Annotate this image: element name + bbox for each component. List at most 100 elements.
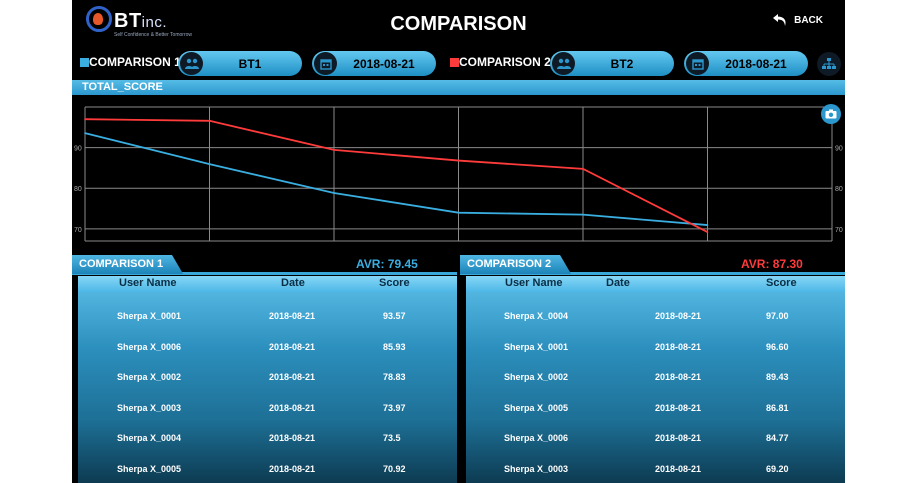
date-cell: 2018-08-21 (655, 372, 702, 382)
user-name-cell: Sherpa X_0002 (504, 372, 569, 382)
group-icon (180, 52, 203, 75)
page-title: COMPARISON (390, 13, 527, 35)
table-row[interactable]: Sherpa X_0002 2018-08-21 89.43 (466, 363, 845, 393)
table-row[interactable]: Sherpa X_0002 2018-08-21 78.83 (78, 363, 457, 393)
hierarchy-button[interactable] (817, 52, 841, 76)
comparison1-tab: COMPARISON 1 (72, 255, 184, 274)
y-tick-label: 70 (74, 227, 82, 234)
date-cell: 2018-08-21 (655, 463, 702, 474)
col-score: Score (379, 277, 410, 289)
user-name-cell: Sherpa X_0006 (117, 341, 182, 352)
table-row[interactable]: Sherpa X_0006 2018-08-21 84.77 (466, 424, 845, 454)
comparison2-date: 2018-08-21 (725, 57, 787, 71)
table-row[interactable]: Sherpa X_0001 2018-08-21 96.60 (466, 333, 845, 363)
group-icon (552, 52, 575, 75)
y-tick-label: 80 (74, 186, 82, 193)
date-cell: 2018-08-21 (655, 341, 702, 352)
comparison2-tab: COMPARISON 2 (460, 255, 572, 274)
user-name-cell: Sherpa X_0003 (117, 402, 182, 413)
data-point (208, 163, 211, 165)
table-row[interactable]: Sherpa X_0005 2018-08-21 70.92 (78, 455, 457, 483)
score-cell: 73.5 (383, 433, 401, 443)
comparison1-date: 2018-08-21 (353, 57, 415, 71)
back-arrow-icon (773, 14, 786, 26)
date-cell: 2018-08-21 (269, 372, 316, 382)
table-row[interactable]: Sherpa X_0006 2018-08-21 85.93 (78, 333, 457, 363)
panel-divider (460, 272, 845, 275)
table-header: User Name Date Score (78, 276, 457, 292)
score-cell: 97.00 (766, 311, 789, 321)
score-cell: 96.60 (766, 341, 789, 352)
user-name-cell: Sherpa X_0004 (504, 311, 569, 321)
data-point (84, 132, 86, 134)
col-user-name: User Name (119, 277, 177, 289)
panel-divider (72, 272, 457, 275)
series-line-2 (84, 118, 708, 233)
table-header: User Name Date Score (466, 276, 845, 292)
date-cell: 2018-08-21 (655, 311, 702, 321)
comparison2-group-select[interactable]: BT2 (550, 51, 674, 76)
data-point (333, 149, 335, 151)
date-cell: 2018-08-21 (269, 311, 316, 321)
comparison-screen: BTinc. Self Confidence & Better Tomorrow… (72, 0, 845, 483)
table-row[interactable]: Sherpa X_0003 2018-08-21 73.97 (78, 394, 457, 424)
comparison2-table: User Name Date Score Sherpa X_0004 2018-0… (466, 276, 845, 483)
comparison2-color-swatch (450, 58, 459, 67)
comparison1-color-swatch (80, 58, 89, 67)
data-point (706, 224, 709, 226)
comparison2-label: COMPARISON 2: (459, 55, 555, 69)
logo-tagline: Self Confidence & Better Tomorrow (114, 32, 193, 38)
table-row[interactable]: Sherpa X_0005 2018-08-21 86.81 (466, 394, 845, 424)
score-cell: 85.93 (383, 341, 406, 352)
score-cell: 73.97 (383, 402, 406, 413)
total-score-chart: 70 70 80 80 90 90 (74, 106, 843, 242)
data-point (582, 168, 584, 170)
col-date: Date (606, 277, 630, 289)
comparison1-group: BT1 (238, 57, 262, 71)
logo-text: BTinc. (114, 10, 168, 32)
score-cell: 78.83 (383, 372, 406, 382)
back-button[interactable]: BACK (772, 12, 823, 28)
comparison2-average: AVR: 87.30 (741, 257, 803, 271)
data-point (84, 118, 86, 120)
chart-title: TOTAL_SCORE (82, 81, 163, 93)
data-point (582, 213, 584, 216)
comparison2-date-select[interactable]: 2018-08-21 (684, 51, 808, 76)
user-name-cell: Sherpa X_0001 (117, 311, 182, 321)
user-name-cell: Sherpa X_0003 (504, 463, 569, 474)
col-date: Date (281, 277, 305, 289)
bt-logo: BTinc. Self Confidence & Better Tomorrow (86, 6, 192, 42)
score-cell: 89.43 (766, 372, 789, 382)
comparison2-group: BT2 (610, 57, 634, 71)
data-point (457, 159, 460, 162)
calendar-icon (314, 52, 337, 75)
table-row[interactable]: Sherpa X_0004 2018-08-21 97.00 (466, 302, 845, 332)
score-cell: 69.20 (766, 463, 789, 474)
snapshot-button[interactable] (821, 104, 841, 124)
comparison1-average: AVR: 79.45 (356, 257, 418, 271)
comparison1-group-select[interactable]: BT1 (178, 51, 302, 76)
comparison1-date-select[interactable]: 2018-08-21 (312, 51, 436, 76)
series-line-1 (84, 132, 708, 226)
table-row[interactable]: Sherpa X_0004 2018-08-21 73.5 (78, 424, 457, 454)
score-cell: 86.81 (766, 402, 789, 413)
calendar-icon (686, 52, 709, 75)
user-name-cell: Sherpa X_0006 (504, 433, 569, 443)
data-point (333, 192, 335, 194)
col-score: Score (766, 277, 797, 289)
chart-header: TOTAL_SCORE (72, 80, 845, 95)
back-label: BACK (794, 14, 823, 26)
data-point (457, 211, 460, 214)
table-row[interactable]: Sherpa X_0003 2018-08-21 69.20 (466, 455, 845, 483)
y-tick-label: 90 (835, 146, 843, 153)
user-name-cell: Sherpa X_0004 (117, 433, 182, 443)
data-point (706, 231, 709, 233)
score-cell: 93.57 (383, 311, 406, 321)
user-name-cell: Sherpa X_0005 (117, 463, 182, 474)
table-row[interactable]: Sherpa X_0001 2018-08-21 93.57 (78, 302, 457, 332)
score-cell: 70.92 (383, 463, 406, 474)
user-name-cell: Sherpa X_0001 (504, 341, 569, 352)
comparison-selector-bar: COMPARISON 1: BT1 2018-08-21 COMPARISON … (72, 48, 845, 80)
date-cell: 2018-08-21 (655, 402, 702, 413)
date-cell: 2018-08-21 (269, 463, 316, 474)
